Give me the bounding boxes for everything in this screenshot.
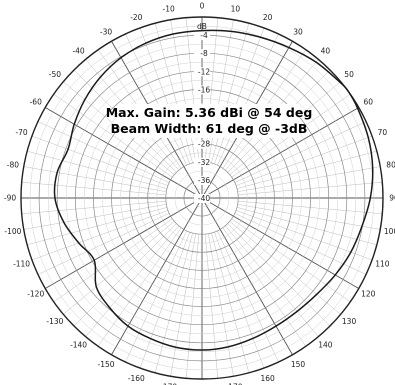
ring-gridline <box>192 188 212 208</box>
ring-label-backdrop <box>194 157 210 167</box>
beam-width-annotation: Beam Width: 61 deg @ -3dB <box>111 121 308 136</box>
angle-tick-label: 70 <box>378 128 388 137</box>
ring-gridline <box>29 25 375 371</box>
angle-tick-label: -40 <box>72 47 84 56</box>
ring-label-backdrop <box>194 175 210 185</box>
ring-tick-label: -40 <box>198 194 210 203</box>
ring-tick-label: -16 <box>198 85 210 94</box>
angle-tick-label: -110 <box>13 259 30 268</box>
angle-tick-label: 50 <box>344 70 354 79</box>
ring-label-backdrop <box>194 67 210 77</box>
annotation-backdrop <box>120 104 298 138</box>
angle-tick-label: 30 <box>293 27 303 36</box>
ring-gridline <box>156 152 248 244</box>
angle-tick-label: 160 <box>261 374 276 383</box>
ring-label-backdrop <box>194 194 210 203</box>
max-gain-annotation: Max. Gain: 5.36 dBi @ 54 deg <box>106 105 313 120</box>
ring-gridline <box>66 62 338 334</box>
angle-tick-label: -20 <box>130 13 142 22</box>
angle-tick-label: 20 <box>263 13 273 22</box>
angle-tick-label: 120 <box>361 290 376 299</box>
angle-tick-label: -130 <box>46 317 63 326</box>
radial-unit-label: dB <box>197 22 207 31</box>
ring-gridline <box>84 80 320 316</box>
angle-tick-label: -150 <box>97 360 114 369</box>
ring-gridline <box>174 170 230 226</box>
ring-tick-label: -12 <box>198 67 210 76</box>
ring-tick-label: -4 <box>200 31 208 40</box>
angle-tick-label: 100 <box>384 227 395 236</box>
angle-tick-label: -30 <box>100 27 112 36</box>
pattern-series <box>53 29 374 351</box>
ring-tick-label: -32 <box>198 158 210 167</box>
angle-tick-label: -140 <box>70 341 87 350</box>
ring-tick-label: -8 <box>200 49 208 58</box>
angle-tick-label: -60 <box>30 98 42 107</box>
angle-tick-label: 80 <box>386 160 395 169</box>
angle-tick-label: 60 <box>364 98 374 107</box>
angle-tick-label: -90 <box>4 194 16 203</box>
angle-tick-label: 110 <box>375 259 390 268</box>
angle-tick-labels: 0 10 20 30 40 50 60 70 80 90 100 110 120 130 140 150 160… <box>4 2 395 385</box>
angle-tick-label: -80 <box>7 160 19 169</box>
angle-tick-label: -50 <box>49 70 61 79</box>
angle-tick-label: -160 <box>128 374 145 383</box>
angle-tick-label: 90 <box>389 194 395 203</box>
angle-tick-label: -10 <box>163 5 175 14</box>
ring-gridline <box>47 43 357 353</box>
ring-label-backdrop <box>194 49 210 59</box>
angle-tick-label: 170 <box>228 383 243 385</box>
angle-tick-label: -170 <box>160 383 177 385</box>
angle-tick-label: -100 <box>4 227 21 236</box>
angle-tick-label: 0 <box>200 2 205 11</box>
ring-label-backdrop <box>194 85 210 95</box>
angle-tick-label: 130 <box>342 317 357 326</box>
angle-tick-label: 10 <box>231 5 241 14</box>
ring-tick-label: -36 <box>198 176 210 185</box>
ring-tick-label: -28 <box>198 140 210 149</box>
ring-gridline <box>102 98 302 298</box>
pattern-curve <box>53 29 374 351</box>
ring-label-backdrop <box>194 31 210 41</box>
annotations: Max. Gain: 5.36 dBi @ 54 deg Beam Width:… <box>106 104 313 138</box>
angle-tick-label: 150 <box>291 360 306 369</box>
outer-boundary <box>20 16 384 380</box>
angle-tick-label: -70 <box>15 128 27 137</box>
angle-tick-label: 40 <box>321 47 331 56</box>
angle-tick-label: 140 <box>318 341 333 350</box>
angle-tick-label: -120 <box>27 290 44 299</box>
ring-label-backdrop <box>194 139 210 149</box>
